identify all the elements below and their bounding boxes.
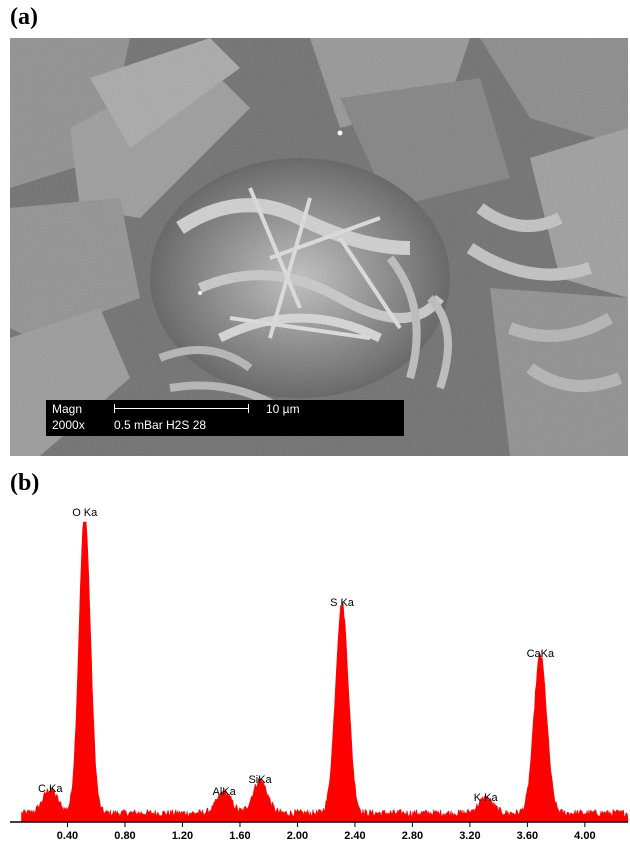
sem-data-bar: Magn 10 µm 2000x 0.5 mBar H2S 28	[46, 400, 404, 436]
peak-label: O Ka	[72, 507, 98, 519]
peak-label: S Ka	[330, 597, 355, 609]
peak-label: CaKa	[527, 648, 555, 660]
x-tick-label: 1.60	[229, 830, 250, 842]
scale-bar-tick-left	[114, 404, 115, 413]
x-tick-label: 2.00	[287, 830, 308, 842]
scale-bar	[114, 408, 248, 409]
sem-micrograph: Magn 10 µm 2000x 0.5 mBar H2S 28	[10, 38, 628, 456]
x-tick-label: 2.80	[402, 830, 423, 842]
chamber-pressure: 0.5 mBar H2S 28	[114, 418, 207, 432]
peak-label: SiKa	[248, 774, 272, 786]
x-axis-ticks: 0.40 0.80 1.20 1.60 2.00 2.40 2.80 3.20 3.60 4.00	[57, 822, 596, 842]
panel-a-label: (a)	[10, 4, 38, 30]
magnification-value: 2000x	[52, 418, 85, 432]
peak-label: AlKa	[213, 786, 237, 798]
x-tick-label: 0.40	[57, 830, 78, 842]
scale-bar-length: 10 µm	[266, 402, 300, 416]
x-tick-label: 2.40	[344, 830, 365, 842]
peak-label: K Ka	[474, 792, 499, 804]
x-tick-label: 3.60	[517, 830, 538, 842]
spectrum-area	[21, 521, 629, 823]
magn-label: Magn	[52, 402, 83, 416]
scale-bar-tick-right	[248, 404, 249, 413]
x-tick-label: 3.20	[459, 830, 480, 842]
peak-label: C Ka	[38, 783, 63, 795]
panel-b-label: (b)	[10, 470, 40, 496]
spectrum-series	[21, 521, 629, 823]
x-tick-label: 4.00	[574, 830, 595, 842]
peak-labels: C Ka O Ka AlKa SiKa S Ka K Ka CaKa	[38, 507, 555, 804]
x-tick-label: 1.20	[172, 830, 193, 842]
eds-spectrum-chart: 0.40 0.80 1.20 1.60 2.00 2.40 2.80 3.20 3.60 4.00…	[10, 507, 629, 842]
x-tick-label: 0.80	[114, 830, 135, 842]
sem-image	[10, 38, 628, 456]
